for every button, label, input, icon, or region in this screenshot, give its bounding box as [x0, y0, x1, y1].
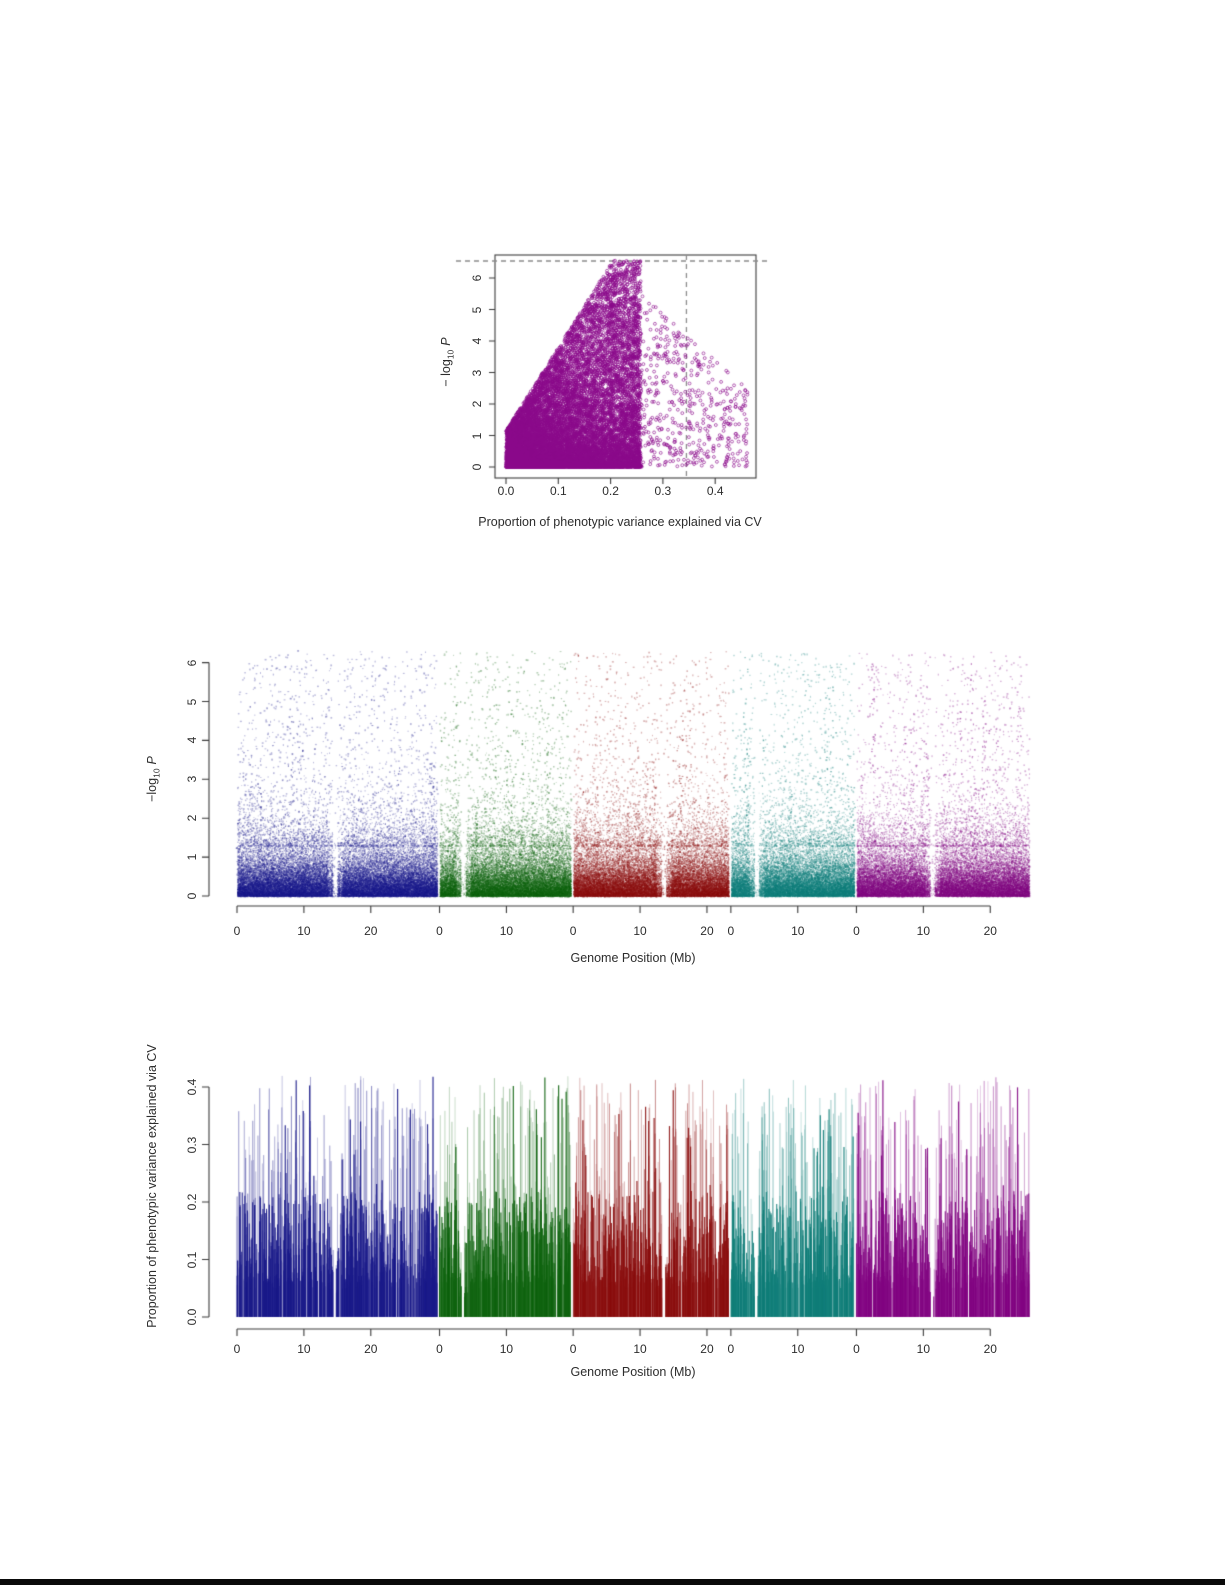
tick-label: 6 [185, 659, 199, 666]
tick-label: 1 [470, 432, 484, 439]
tick-label: 10 [297, 924, 311, 938]
manhattan-x-axis-label: Genome Position (Mb) [570, 951, 696, 965]
tick-label: 0 [436, 924, 443, 938]
scatter-y-label-suffix: P [438, 337, 453, 346]
tick-label: 0 [853, 924, 860, 938]
variance-y-axis-label: Proportion of phenotypic variance explai… [145, 1044, 159, 1328]
tick-label: 10 [499, 1342, 514, 1356]
tick-label: 0 [470, 463, 484, 471]
tick-label: 0.2 [602, 484, 619, 498]
tick-label: 1 [185, 853, 199, 861]
tick-label: 4 [470, 337, 484, 345]
tick-label: 3 [470, 369, 484, 376]
tick-label: 0 [185, 892, 199, 900]
tick-label: 10 [633, 1342, 647, 1356]
tick-label: 0.2 [185, 1193, 199, 1211]
manhattan-y-label-suffix: P [144, 756, 159, 765]
manhattan-y-label-sub: 10 [151, 768, 162, 778]
tick-label: 0.1 [549, 484, 567, 498]
tick-label: 2 [470, 400, 484, 408]
tick-label: 10 [791, 924, 805, 938]
tick-label: 0.0 [497, 484, 515, 498]
tick-label: 20 [364, 1342, 378, 1356]
tick-label: 0 [727, 1342, 735, 1356]
tick-label: 0.3 [654, 484, 672, 498]
tick-label: 2 [185, 814, 199, 822]
tick-label: 20 [700, 1342, 714, 1356]
tick-label: 0.0 [185, 1308, 199, 1326]
variance-x-axis-label: Genome Position (Mb) [570, 1365, 696, 1379]
tick-label: 0 [727, 924, 735, 938]
footer-bar [0, 1579, 1225, 1585]
tick-label: 20 [983, 1342, 997, 1356]
scatter-x-axis-label: Proportion of phenotypic variance explai… [478, 515, 762, 529]
tick-label: 20 [983, 924, 997, 938]
tick-label: 0 [569, 924, 577, 938]
tick-label: 3 [185, 775, 199, 783]
tick-label: 0.3 [185, 1136, 199, 1153]
tick-label: 0 [853, 1342, 860, 1356]
tick-label: 5 [470, 306, 484, 313]
scatter-y-label-prefix: − log [438, 359, 453, 387]
tick-label: 10 [499, 924, 514, 938]
tick-label: 10 [633, 924, 647, 938]
tick-label: 0 [233, 1342, 241, 1356]
tick-label: 6 [470, 274, 484, 282]
tick-label: 20 [364, 924, 378, 938]
tick-label: 10 [791, 1342, 805, 1356]
tick-label: 5 [185, 698, 199, 705]
tick-label: 0.4 [185, 1078, 199, 1096]
tick-label: 0 [436, 1342, 443, 1356]
tick-label: 10 [916, 1342, 931, 1356]
manhattan-y-label-prefix: −log [144, 777, 159, 802]
tick-label: 0 [569, 1342, 577, 1356]
tick-label: 10 [916, 924, 931, 938]
tick-label: 0.1 [185, 1251, 199, 1268]
tick-label: 0.4 [706, 484, 724, 498]
tick-label: 4 [185, 737, 199, 744]
scatter-y-axis-label: − log10 P [439, 337, 456, 386]
tick-label: 0 [233, 924, 241, 938]
tick-label: 10 [297, 1342, 311, 1356]
scatter-y-label-sub: 10 [445, 349, 456, 360]
manhattan-y-axis-label: −log10 P [145, 756, 162, 802]
tick-label: 20 [700, 924, 714, 938]
